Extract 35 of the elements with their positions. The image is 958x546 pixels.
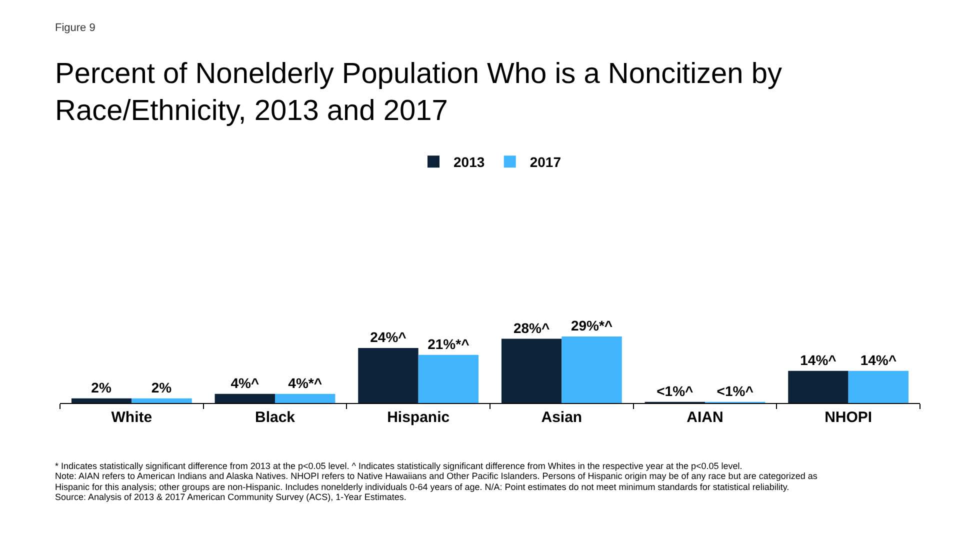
- x-tick-label: Hispanic: [387, 409, 450, 426]
- bar: [501, 338, 562, 403]
- text: * Indicates statistically significant difference from 2013 at the p<0.05 level. ^ Indicates statistically significant difference from Whites in the respective year at the p<0.05 level.: [55, 461, 744, 472]
- data-label: <1%^: [656, 382, 694, 399]
- x-tick-label: Black: [254, 409, 296, 426]
- legend-label: 2013: [454, 154, 485, 170]
- bar: [358, 348, 418, 403]
- source-note: Source: Analysis of 2013 & 2017 American Community Survey (ACS), 1-Year Estimates.: [55, 492, 408, 502]
- data-label: 4%^: [230, 374, 260, 391]
- bar: [132, 398, 192, 403]
- caption: Figure 9: [55, 22, 96, 34]
- data-label: 2%: [151, 379, 172, 396]
- bar: [275, 394, 336, 403]
- data-label: 24%^: [370, 328, 406, 345]
- data-label: 2%: [91, 379, 112, 396]
- chart-title: Percent of Nonelderly Population Who is a Noncitizen by Race/Ethnicity, 2013 and 2017: [55, 57, 783, 129]
- data-label: 14%^: [860, 352, 897, 368]
- data-label: 29%*^: [570, 318, 613, 334]
- data-label: 21%*^: [428, 336, 470, 352]
- data-label: 14%^: [800, 352, 836, 368]
- bar: [418, 354, 479, 403]
- bar: [71, 398, 132, 403]
- x-tick-label: AIAN: [686, 409, 724, 426]
- bar: [848, 370, 909, 403]
- x-tick-label: White: [111, 409, 152, 426]
- data-label: 4%*^: [288, 374, 322, 391]
- bar: [562, 336, 622, 403]
- x-tick-label: Asian: [541, 409, 582, 426]
- bar: [214, 394, 275, 403]
- data-label: 28%^: [513, 320, 550, 336]
- x-tick-label: NHOPI: [824, 409, 872, 426]
- data-label: <1%^: [716, 382, 754, 399]
- legend-label: 2017: [530, 154, 562, 170]
- text: Note: AIAN refers to American Indians and Alaska Natives. NHOPI refers to Native Hawaiians and Other Pacific Islanders. Persons of Hispanic origin may be of any race but are categorized as Hispanic for this analysis; other groups are non-Hispanic. Includes nonelderly individuals 0-64 years of age. N/A: Point estimates do not meet minimum standards for statistical reliability.: [55, 471, 818, 492]
- bar: [788, 370, 848, 403]
